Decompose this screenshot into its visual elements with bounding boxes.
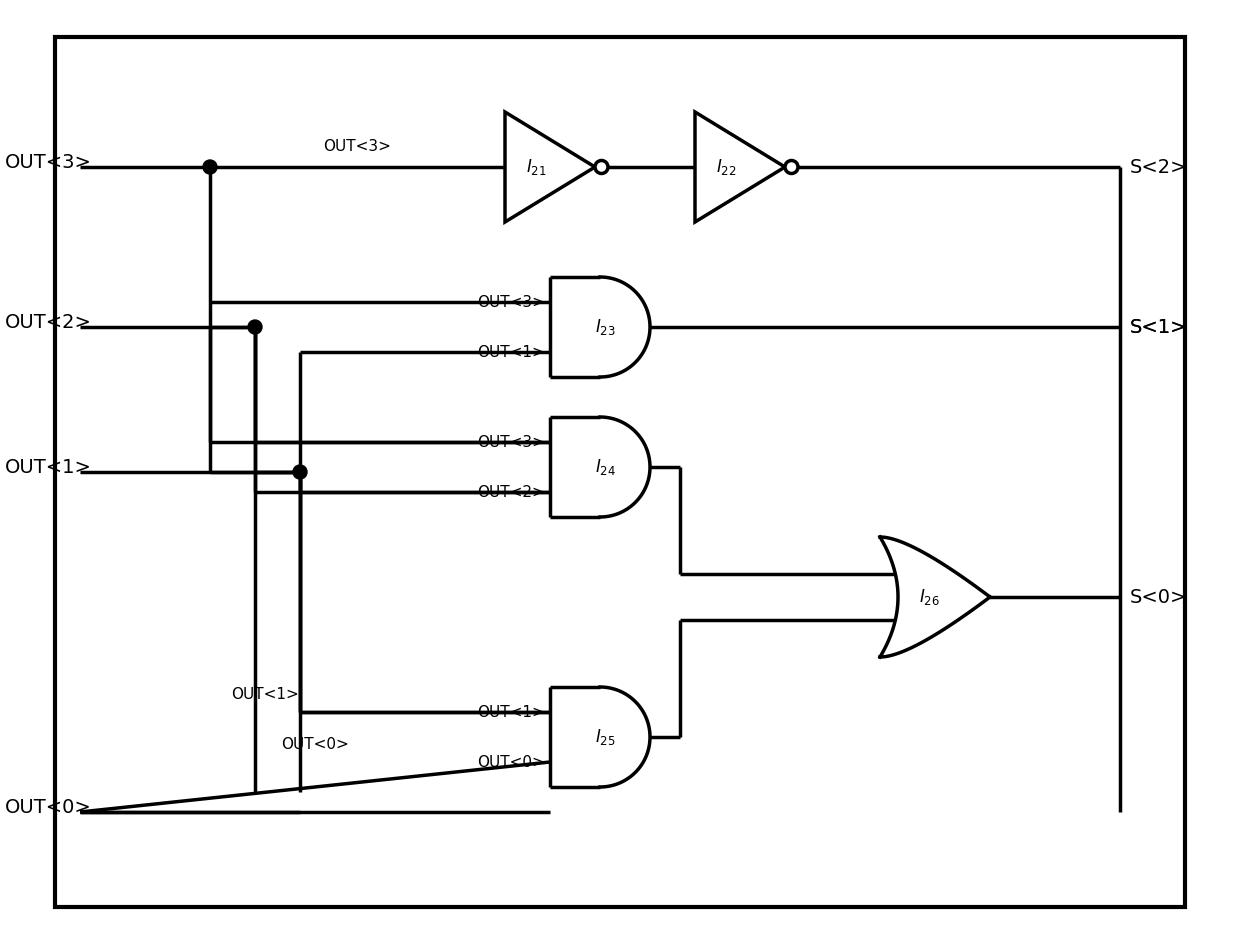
Text: OUT<3>: OUT<3> [5, 152, 92, 171]
Circle shape [293, 465, 308, 479]
Text: OUT<0>: OUT<0> [477, 755, 546, 770]
Text: OUT<3>: OUT<3> [477, 435, 546, 450]
Text: OUT<1>: OUT<1> [5, 457, 92, 476]
Text: $I_{21}$: $I_{21}$ [526, 157, 547, 177]
Circle shape [248, 320, 262, 334]
Text: OUT<1>: OUT<1> [477, 345, 546, 360]
Text: S<2>: S<2> [1130, 157, 1188, 176]
Text: OUT<0>: OUT<0> [281, 737, 348, 752]
Text: $I_{25}$: $I_{25}$ [595, 727, 615, 747]
Text: OUT<2>: OUT<2> [5, 313, 92, 331]
Text: S<1>: S<1> [1130, 317, 1188, 336]
Text: $I_{26}$: $I_{26}$ [919, 587, 940, 607]
Text: OUT<0>: OUT<0> [5, 797, 92, 816]
Text: S<0>: S<0> [1130, 587, 1188, 606]
Text: OUT<1>: OUT<1> [231, 687, 299, 702]
Text: OUT<2>: OUT<2> [477, 485, 546, 499]
Text: OUT<3>: OUT<3> [324, 139, 392, 154]
Text: $I_{23}$: $I_{23}$ [595, 317, 615, 337]
Circle shape [785, 160, 799, 173]
Text: $I_{22}$: $I_{22}$ [717, 157, 737, 177]
Text: S<1>: S<1> [1130, 317, 1188, 336]
Text: OUT<3>: OUT<3> [477, 295, 546, 310]
Text: OUT<1>: OUT<1> [477, 705, 546, 720]
Text: $I_{24}$: $I_{24}$ [594, 457, 615, 477]
Circle shape [595, 160, 608, 173]
Circle shape [203, 160, 217, 174]
